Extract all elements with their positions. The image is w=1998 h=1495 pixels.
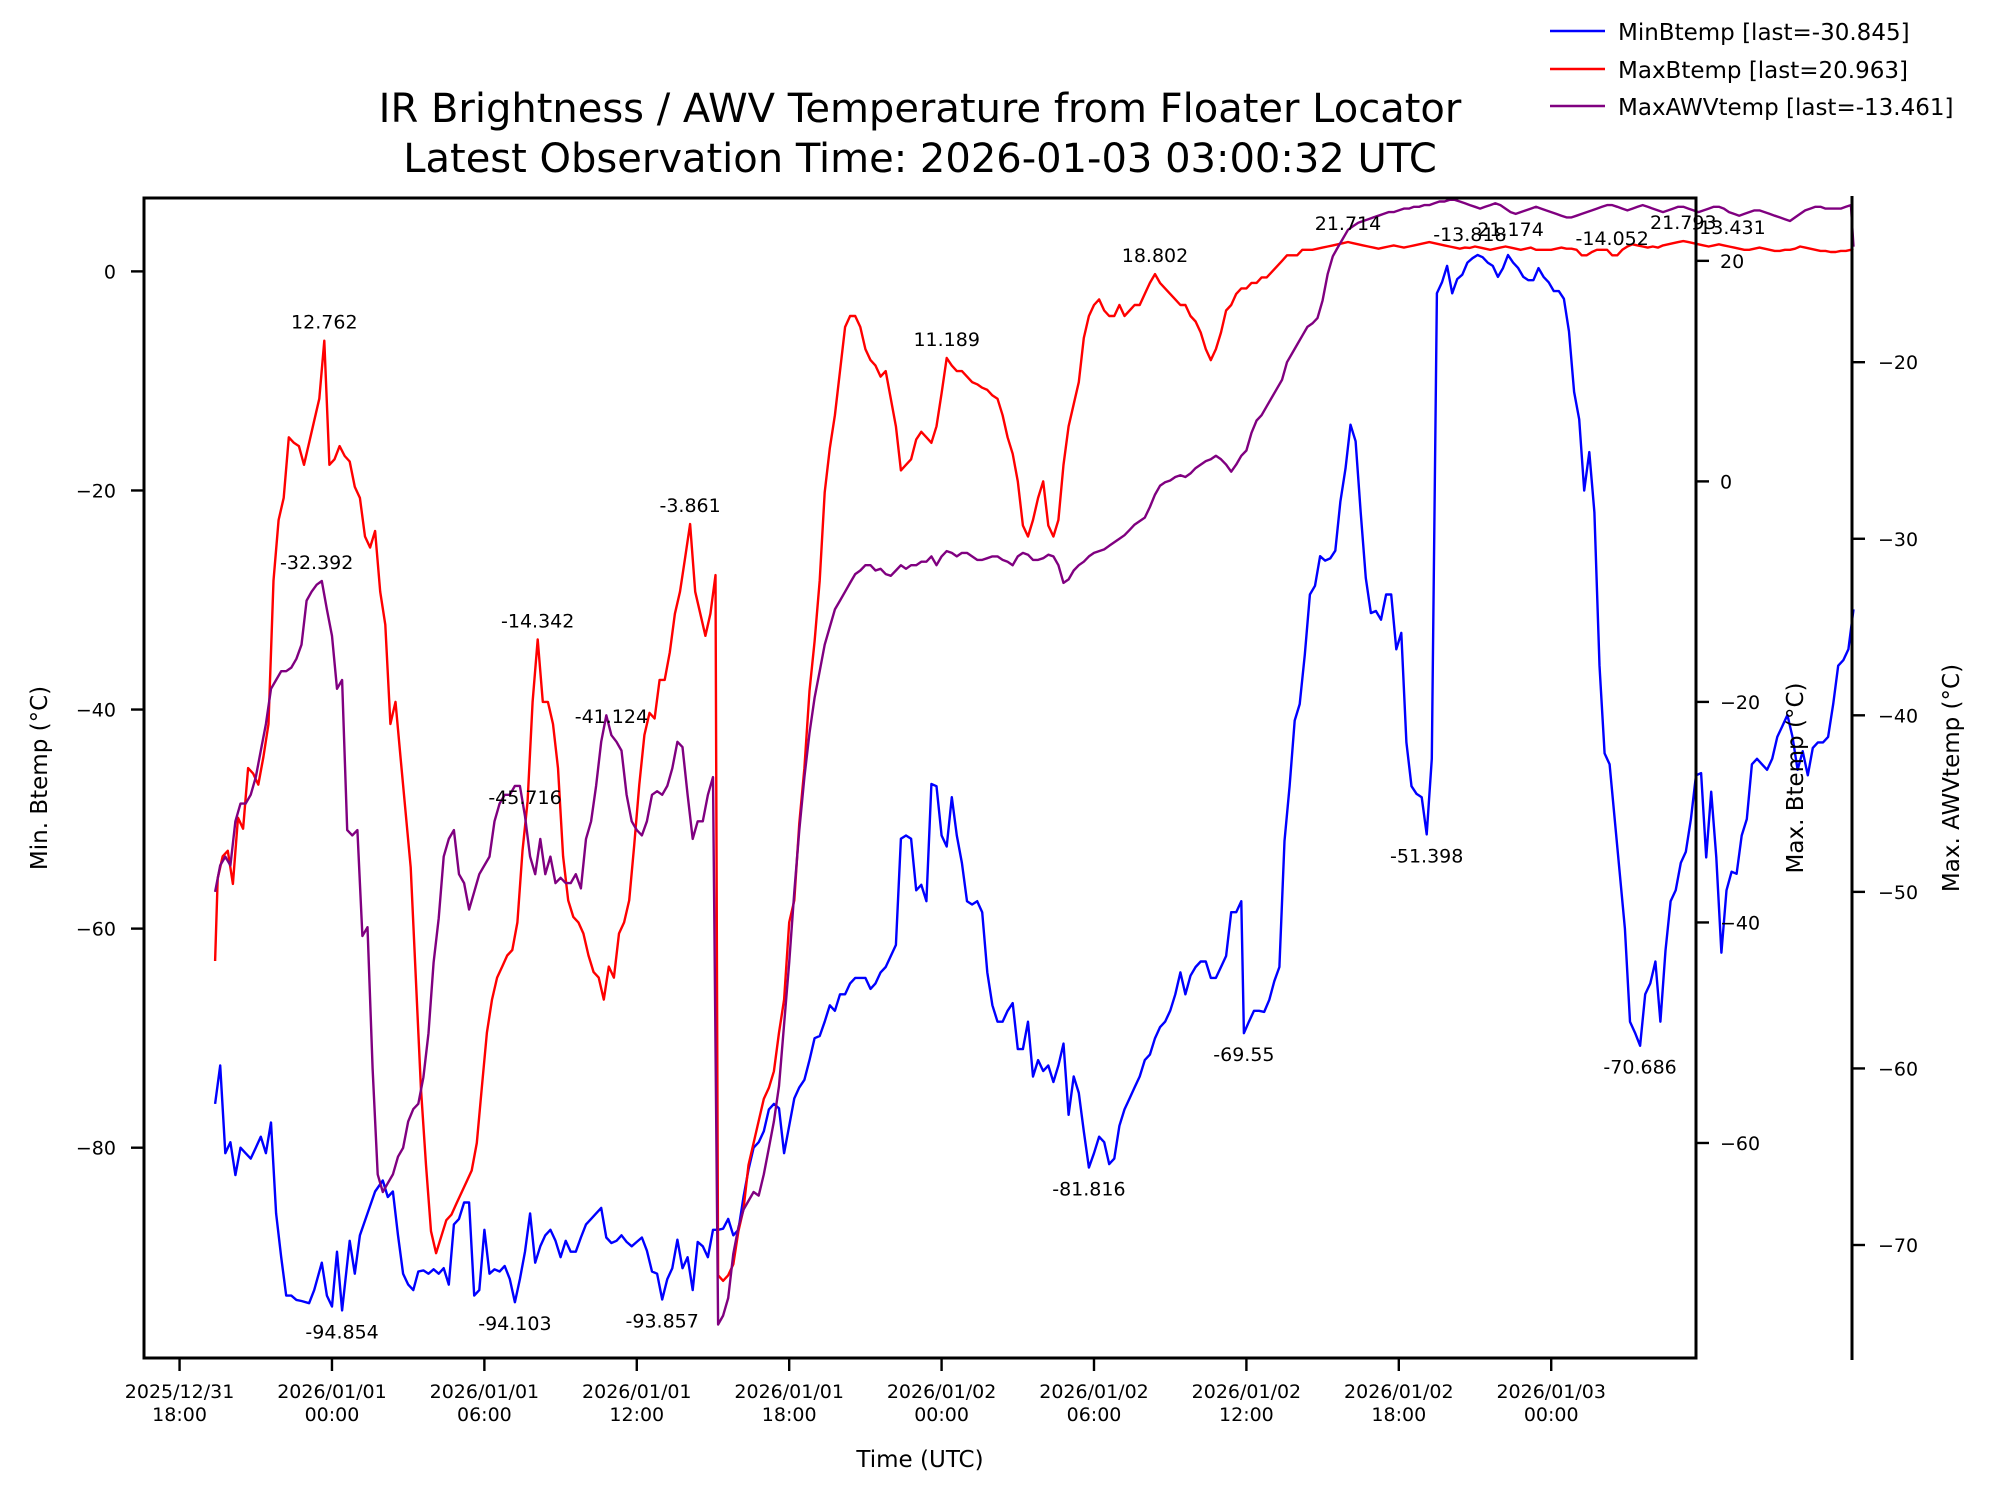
- x-tick-label-date: 2025/12/31: [125, 1381, 235, 1403]
- x-tick-label-date: 2026/01/02: [1344, 1381, 1454, 1403]
- y-axis-left-label: Min. Btemp (°C): [27, 686, 53, 870]
- x-tick-label-time: 18:00: [152, 1404, 207, 1426]
- y-axis-left: 0 −20 −40 −60 −80: [76, 261, 144, 1160]
- y-right-maxbtemp-tick-label: −40: [1720, 912, 1760, 934]
- data-label-minbtemp: -81.816: [1052, 1179, 1125, 1201]
- y-left-tick-label: −40: [76, 700, 116, 722]
- chart-title-line2: Latest Observation Time: 2026-01-03 03:0…: [403, 136, 1437, 182]
- x-tick-label-date: 2026/01/01: [430, 1381, 540, 1403]
- x-tick-label-time: 12:00: [609, 1404, 664, 1426]
- x-tick-label-date: 2026/01/02: [1039, 1381, 1149, 1403]
- x-tick-label-time: 06:00: [457, 1404, 512, 1426]
- plot-area: -94.854 -94.103 -93.857 -81.816 -69.55 -51.39…: [142, 196, 1855, 1360]
- data-label-maxawvtemp: -32.392: [280, 552, 353, 574]
- series-line-maxbtemp: [213, 239, 1854, 1282]
- y-right-maxawvtemp-tick-label: −40: [1878, 705, 1918, 727]
- y-right-maxbtemp-tick-label: −20: [1720, 692, 1760, 714]
- y-axis-right-maxawvtemp: −20 −30 −40 −50 −60 −70: [1850, 196, 1918, 1360]
- data-label-minbtemp: -69.55: [1213, 1044, 1274, 1066]
- data-label-minbtemp: -93.857: [626, 1311, 699, 1333]
- data-label-maxawvtemp: -41.124: [575, 706, 648, 728]
- data-label-maxbtemp: -3.861: [659, 495, 720, 517]
- chart-title-line1: IR Brightness / AWV Temperature from Flo…: [379, 86, 1462, 132]
- series-line-minbtemp: [213, 253, 1855, 1312]
- x-tick-label-time: 06:00: [1067, 1404, 1122, 1426]
- y-right-maxbtemp-tick-label: 0: [1720, 471, 1732, 493]
- y-right-maxawvtemp-tick-label: −60: [1878, 1058, 1918, 1080]
- plot-frame: [142, 196, 1698, 1360]
- y-left-tick-label: 0: [104, 261, 116, 283]
- y-left-tick-label: −80: [76, 1138, 116, 1160]
- data-label-maxbtemp: 11.189: [913, 329, 979, 351]
- y-axis-right-maxbtemp-label: Max. Btemp (°C): [1783, 683, 1809, 874]
- x-tick-label-time: 12:00: [1219, 1404, 1274, 1426]
- y-right-maxawvtemp-tick-label: −30: [1878, 529, 1918, 551]
- legend-label-maxbtemp: MaxBtemp [last=20.963]: [1618, 58, 1908, 84]
- x-tick-label-date: 2026/01/01: [277, 1381, 387, 1403]
- x-axis-label: Time (UTC): [855, 1447, 983, 1473]
- series-layer: [213, 198, 1855, 1326]
- y-left-tick-label: −20: [76, 480, 116, 502]
- data-label-maxawvtemp: -45.716: [488, 787, 561, 809]
- data-label-minbtemp: -70.686: [1603, 1057, 1676, 1079]
- data-label-maxbtemp: 18.802: [1122, 245, 1188, 267]
- data-label-maxbtemp: 21.714: [1315, 213, 1381, 235]
- x-tick-label-time: 18:00: [1371, 1404, 1426, 1426]
- x-axis: 2025/12/3118:002026/01/0100:002026/01/01…: [125, 1358, 1606, 1426]
- y-right-maxawvtemp-tick-label: −20: [1878, 352, 1918, 374]
- x-tick-label-date: 2026/01/01: [582, 1381, 692, 1403]
- data-label-maxawvtemp: -13.431: [1692, 217, 1765, 239]
- annotation-layer: -94.854 -94.103 -93.857 -81.816 -69.55 -51.39…: [280, 212, 1766, 1343]
- legend-label-minbtemp: MinBtemp [last=-30.845]: [1618, 20, 1910, 46]
- data-label-minbtemp: -94.854: [305, 1321, 378, 1343]
- y-right-maxbtemp-tick-label: 20: [1720, 251, 1744, 273]
- data-label-maxbtemp: -14.342: [501, 611, 574, 633]
- data-label-maxawvtemp: -13.818: [1433, 224, 1506, 246]
- data-label-minbtemp: -51.398: [1390, 845, 1463, 867]
- data-label-minbtemp: -94.103: [478, 1313, 551, 1335]
- x-tick-label-time: 00:00: [305, 1404, 360, 1426]
- x-tick-label-date: 2026/01/02: [887, 1381, 997, 1403]
- legend: MinBtemp [last=-30.845] MaxBtemp [last=2…: [1550, 20, 1953, 121]
- x-tick-label-date: 2026/01/02: [1192, 1381, 1302, 1403]
- x-tick-label-date: 2026/01/01: [734, 1381, 844, 1403]
- chart-title: IR Brightness / AWV Temperature from Flo…: [379, 86, 1462, 182]
- y-right-maxawvtemp-tick-label: −50: [1878, 882, 1918, 904]
- data-label-maxbtemp: 12.762: [291, 312, 357, 334]
- x-tick-label-time: 00:00: [914, 1404, 969, 1426]
- y-right-maxbtemp-tick-label: −60: [1720, 1133, 1760, 1155]
- legend-label-maxawvtemp: MaxAWVtemp [last=-13.461]: [1618, 95, 1953, 121]
- data-label-maxbtemp: 21.174: [1477, 219, 1543, 241]
- y-axis-right-maxbtemp: 20 0 −20 −40 −60: [1696, 251, 1760, 1155]
- y-left-tick-label: −60: [76, 919, 116, 941]
- x-tick-label-time: 18:00: [762, 1404, 817, 1426]
- y-axis-right-maxawvtemp-label: Max. AWVtemp (°C): [1939, 664, 1965, 892]
- x-tick-label-time: 00:00: [1524, 1404, 1579, 1426]
- data-label-maxbtemp: 21.793: [1650, 212, 1716, 234]
- data-label-maxawvtemp: -14.052: [1576, 228, 1649, 250]
- y-right-maxawvtemp-tick-label: −70: [1878, 1235, 1918, 1257]
- series-line-maxawvtemp: [213, 198, 1855, 1326]
- x-tick-label-date: 2026/01/03: [1496, 1381, 1606, 1403]
